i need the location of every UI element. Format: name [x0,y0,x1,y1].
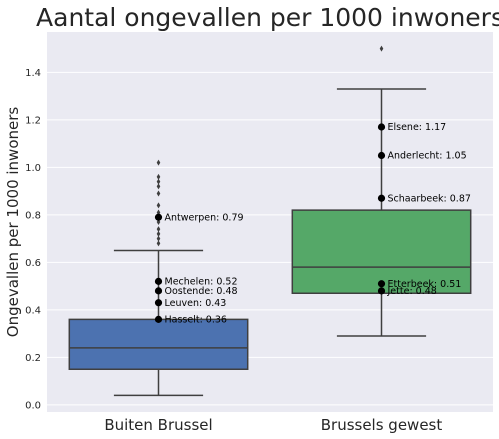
outlier-point [156,226,161,233]
y-tick-label: 0.8 [25,210,41,221]
annotation-point [154,299,163,307]
y-tick-label: 0.2 [25,353,41,364]
x-tick-labels: Buiten Brussel Brussels gewest [104,416,442,434]
x-tick-label: Buiten Brussel [104,416,212,434]
annotation-label: Hasselt: 0.36 [165,314,227,325]
y-tick-label: 0.0 [25,400,41,411]
box-group [291,45,472,337]
annotation-label: Mechelen: 0.52 [165,276,238,287]
outlier-point [156,178,161,185]
annotation-label: Leuven: 0.43 [165,298,227,309]
y-tick-label: 1.0 [25,163,41,174]
y-tick-label: 0.4 [25,305,41,316]
outlier-point [156,240,161,247]
outlier-point [156,230,161,237]
outlier-point [156,235,161,242]
annotation-point [154,315,163,323]
box [68,318,249,370]
outlier-point [156,173,161,180]
annotation-point [154,277,163,285]
annotation-label: Etterbeek: 0.51 [388,279,462,290]
annotation-label: Schaarbeek: 0.87 [388,193,471,204]
outlier-point [379,45,384,52]
annotation-label: Oostende: 0.48 [165,286,238,297]
outlier-point [156,202,161,209]
y-axis-label: Ongevallen per 1000 inwoners [4,107,22,338]
annotation-point [154,287,163,295]
box-group [68,159,249,397]
x-tick-label: Brussels gewest [321,416,443,434]
annotation-label: Elsene: 1.17 [388,122,447,133]
y-tick-labels: 0.0 0.2 0.4 0.6 0.8 1.0 1.2 1.4 [25,68,41,412]
annotation-label: Anderlecht: 1.05 [388,151,467,162]
annotation-point [154,213,163,221]
y-tick-label: 0.6 [25,258,41,269]
annotation-point [377,123,386,131]
annotation-point [377,280,386,288]
annotation-point [377,287,386,295]
outlier-point [156,159,161,166]
annotation-point [377,151,386,160]
y-tick-label: 1.4 [25,68,41,79]
box [291,209,472,294]
annotation-label: Jette: 0.48 [387,286,437,297]
annotation-point [377,194,386,202]
chart-title: Aantal ongevallen per 1000 inwoners [36,3,499,32]
y-tick-label: 1.2 [25,115,41,126]
annotation-label: Antwerpen: 0.79 [165,212,244,223]
outlier-point [156,190,161,197]
outlier-point [156,183,161,190]
boxes [68,45,472,397]
